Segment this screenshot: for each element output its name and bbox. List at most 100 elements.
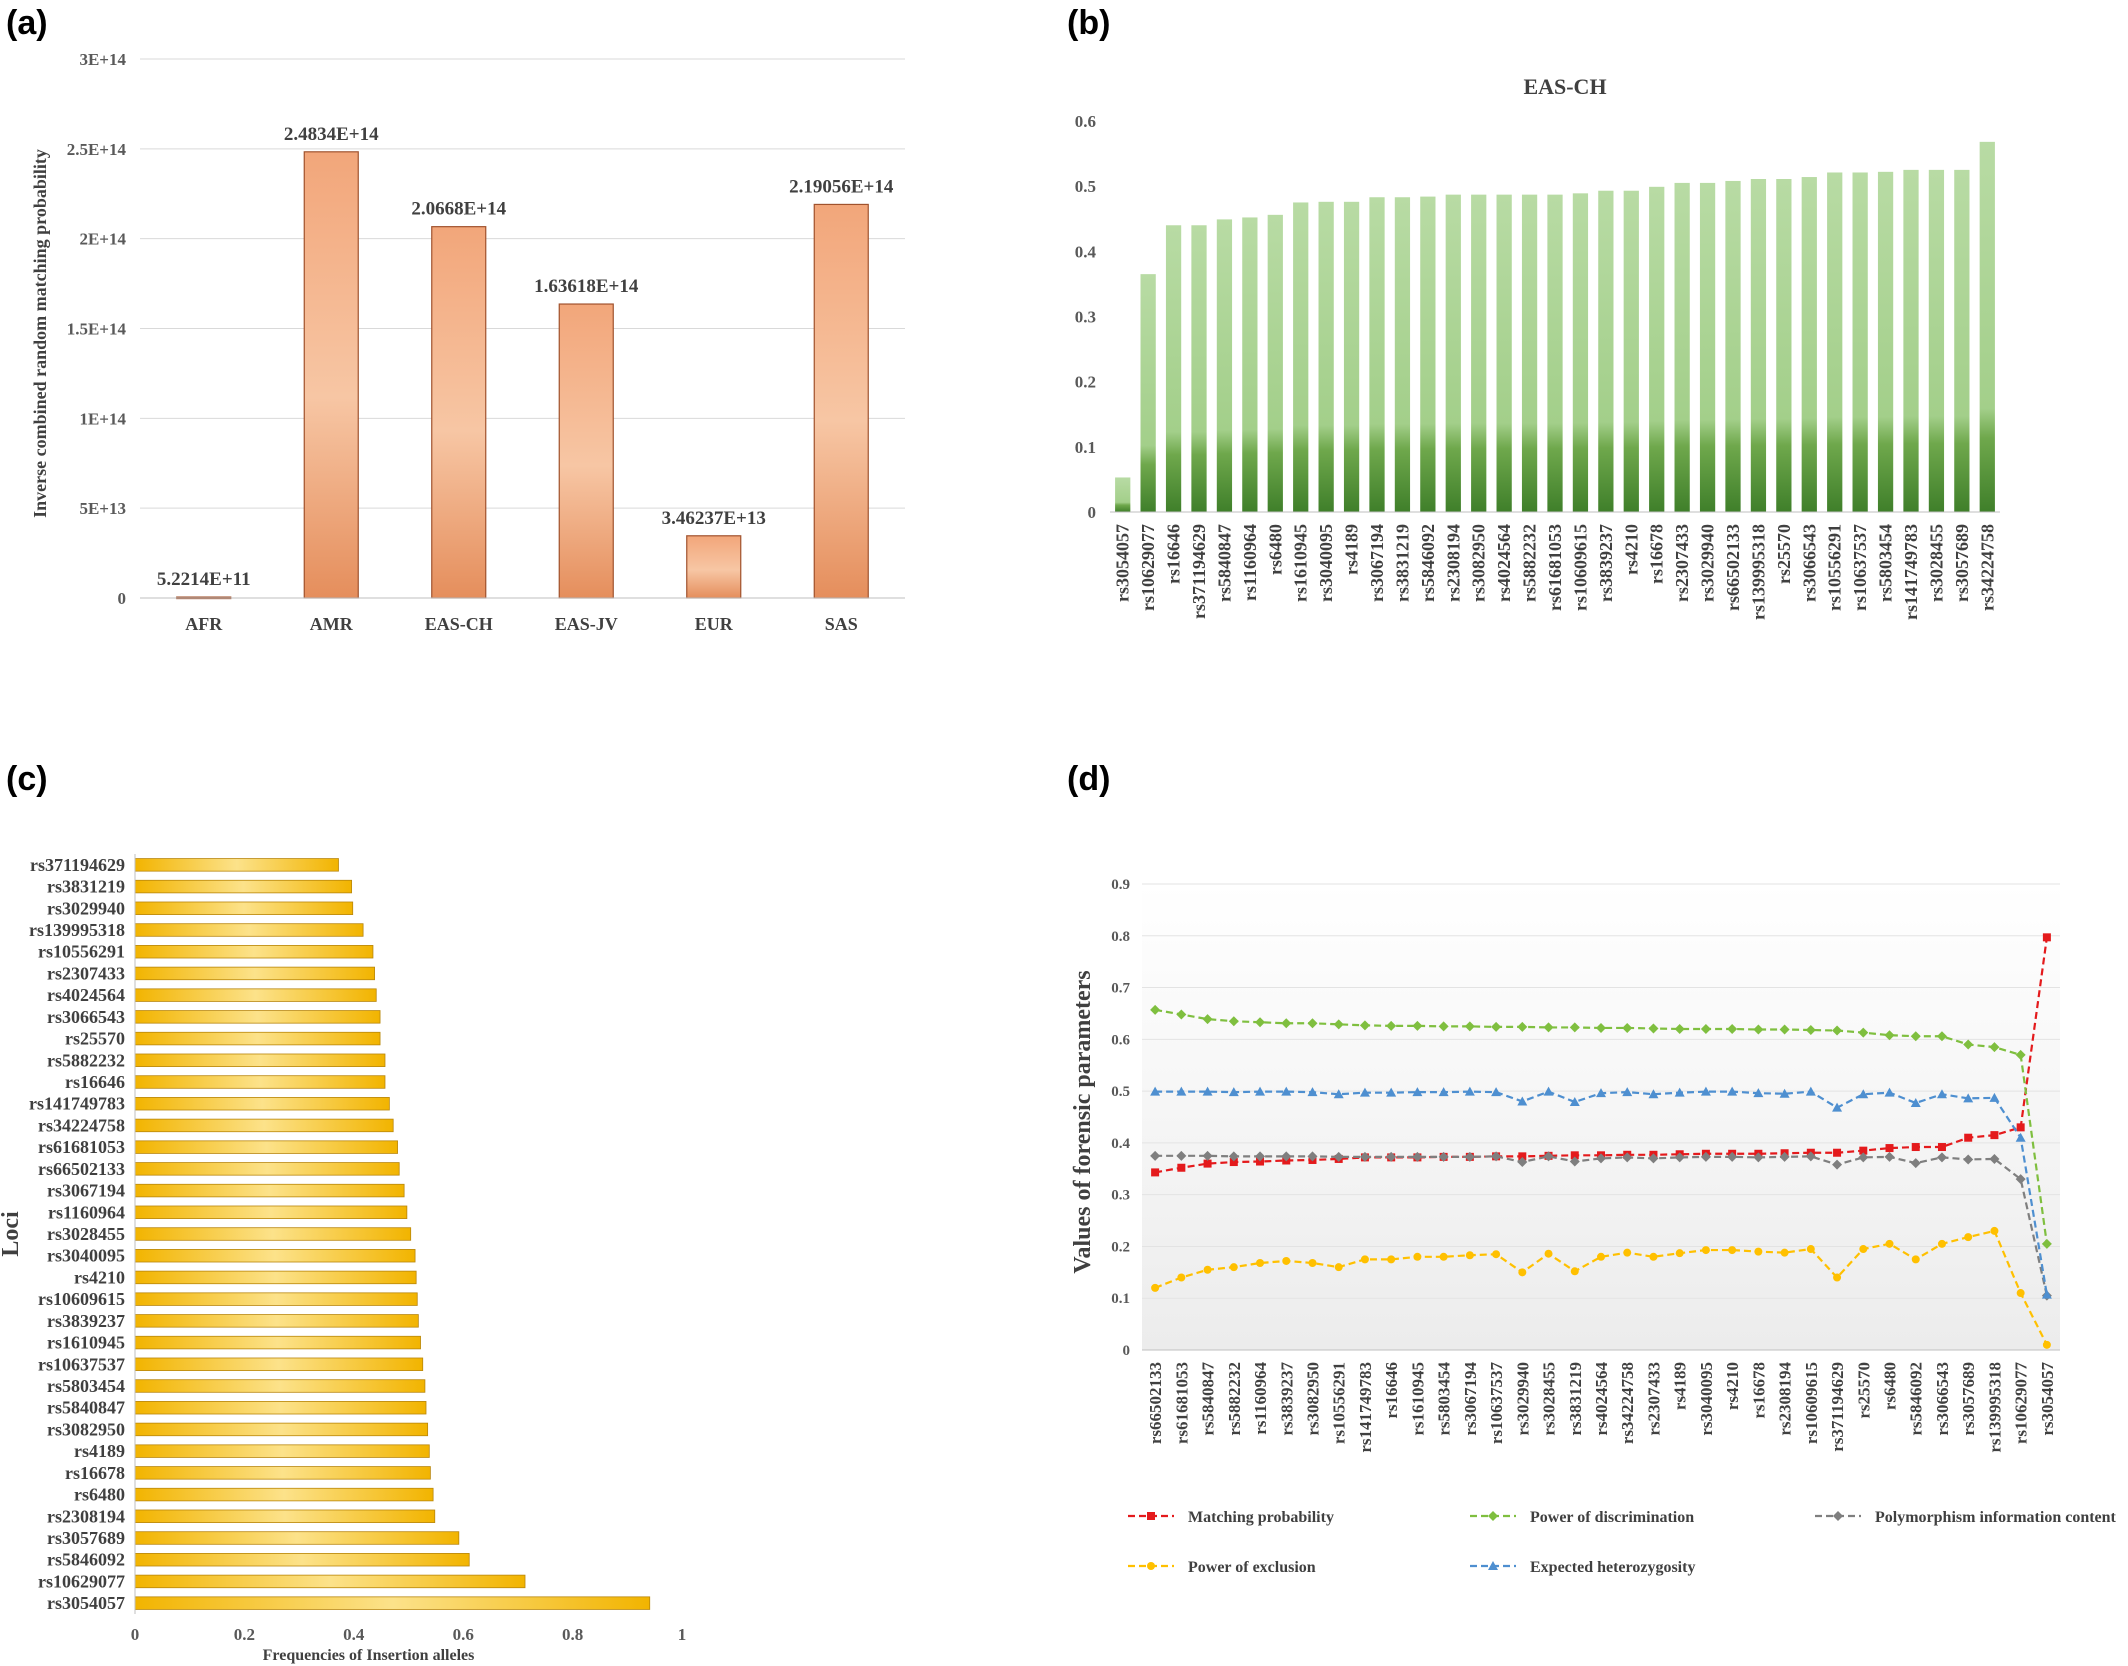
d-point [2015, 1132, 2026, 1142]
c-category-label: rs3082950 [47, 1419, 125, 1439]
d-point [1150, 1150, 1161, 1161]
c-category-label: rs10637537 [38, 1354, 125, 1374]
d-point [1151, 1168, 1160, 1177]
d-point [1256, 1259, 1265, 1268]
c-bar [134, 1292, 418, 1306]
c-bar [134, 1118, 394, 1133]
d-legend-marker [1147, 1562, 1155, 1570]
b-category-label: rs10637537 [1850, 524, 1870, 611]
b-ytick-label: 0.3 [1075, 308, 1096, 327]
d-point [1674, 1023, 1685, 1034]
c-bar [134, 1075, 386, 1089]
c-bar [134, 1466, 431, 1480]
d-point [1859, 1245, 1868, 1254]
d-point [1675, 1249, 1684, 1258]
d-point [1256, 1157, 1265, 1166]
c-bar [134, 966, 375, 981]
a-bar [686, 535, 742, 599]
c-category-label: rs3029940 [47, 898, 125, 918]
d-point [2015, 1174, 2026, 1185]
d-category-label: rs10556291 [1330, 1362, 1349, 1444]
d-category-label: rs25570 [1854, 1362, 1873, 1419]
b-bar [1699, 182, 1716, 513]
panel-a-label: (a) [6, 4, 48, 42]
d-point [1464, 1086, 1475, 1096]
d-category-label: rs139995318 [1985, 1362, 2004, 1453]
b-category-label: rs3040095 [1316, 524, 1336, 602]
d-point [1387, 1255, 1396, 1264]
d-ytick-label: 0.4 [1111, 1136, 1130, 1152]
a-data-label: 1.63618E+14 [534, 276, 639, 297]
d-point [1911, 1255, 1920, 1264]
d-point [1964, 1233, 1973, 1242]
a-bar [431, 226, 487, 599]
d-point [1727, 1023, 1738, 1034]
c-category-label: rs25570 [65, 1029, 125, 1049]
a-ytick-label: 5E+13 [79, 499, 126, 518]
b-category-label: rs5840847 [1214, 524, 1234, 602]
b-bar [1471, 194, 1487, 512]
d-point [1334, 1263, 1343, 1272]
d-point [1700, 1086, 1711, 1096]
d-point [1543, 1022, 1554, 1033]
d-legend-marker [1488, 1561, 1498, 1570]
b-category-label: rs139995318 [1748, 524, 1768, 620]
c-bar [134, 901, 354, 915]
b-category-label: rs5846092 [1418, 524, 1438, 602]
b-category-label: rs34224758 [1977, 524, 1997, 611]
d-plot-area [1142, 884, 2060, 1350]
b-ytick-label: 0.4 [1075, 242, 1097, 261]
b-bar [1776, 178, 1792, 512]
a-category-label: EAS-JV [555, 614, 618, 634]
b-bar [1623, 190, 1639, 512]
b-bar [1267, 214, 1283, 512]
b-bar [1343, 201, 1360, 512]
c-bar [134, 879, 353, 894]
d-point [1464, 1021, 1475, 1032]
b-category-label: rs3028455 [1926, 524, 1946, 602]
b-bar [1242, 217, 1258, 513]
b-bar [1547, 194, 1563, 512]
d-category-label: rs4024564 [1592, 1362, 1611, 1436]
d-point [1622, 1087, 1633, 1097]
c-category-label: rs3057689 [47, 1528, 125, 1548]
c-x-axis-title: Frequencies of Insertion alleles [263, 1647, 475, 1664]
a-bar [558, 303, 614, 599]
d-point [2016, 1123, 2025, 1132]
b-bar [1420, 196, 1436, 513]
b-category-label: rs1610945 [1291, 524, 1311, 602]
d-category-label: rs4210 [1723, 1362, 1742, 1410]
d-point [2041, 1238, 2052, 1249]
d-point [1623, 1248, 1632, 1257]
d-point [1359, 1087, 1370, 1097]
d-point [1990, 1131, 1999, 1140]
d-point [1622, 1152, 1633, 1163]
c-category-label: rs10629077 [38, 1571, 125, 1591]
d-point [1936, 1031, 1947, 1042]
b-bar [1649, 186, 1665, 512]
d-point [1281, 1151, 1292, 1162]
c-bar [134, 923, 364, 937]
a-data-label: 5.2214E+11 [157, 569, 251, 590]
a-category-label: AMR [310, 614, 354, 634]
d-point [1884, 1151, 1895, 1162]
b-bar [1903, 169, 1919, 512]
d-point [1779, 1088, 1790, 1098]
d-point [1674, 1087, 1685, 1097]
d-point [1177, 1273, 1186, 1282]
d-ytick-label: 0.2 [1111, 1239, 1130, 1255]
d-point [1570, 1151, 1579, 1160]
d-ytick-label: 0.9 [1111, 877, 1130, 893]
d-point [1202, 1086, 1213, 1096]
b-bar [1572, 193, 1589, 512]
d-point [1229, 1263, 1238, 1272]
b-category-label: rs4024564 [1494, 524, 1514, 602]
b-ytick-label: 0.2 [1075, 373, 1096, 392]
d-category-label: rs4189 [1671, 1362, 1690, 1410]
c-category-label: rs371194629 [30, 855, 125, 875]
d-point [1228, 1016, 1239, 1027]
b-bar [1293, 202, 1309, 513]
d-ytick-label: 0.5 [1111, 1084, 1130, 1100]
d-ytick-label: 0 [1123, 1343, 1131, 1359]
d-point [1203, 1265, 1212, 1274]
